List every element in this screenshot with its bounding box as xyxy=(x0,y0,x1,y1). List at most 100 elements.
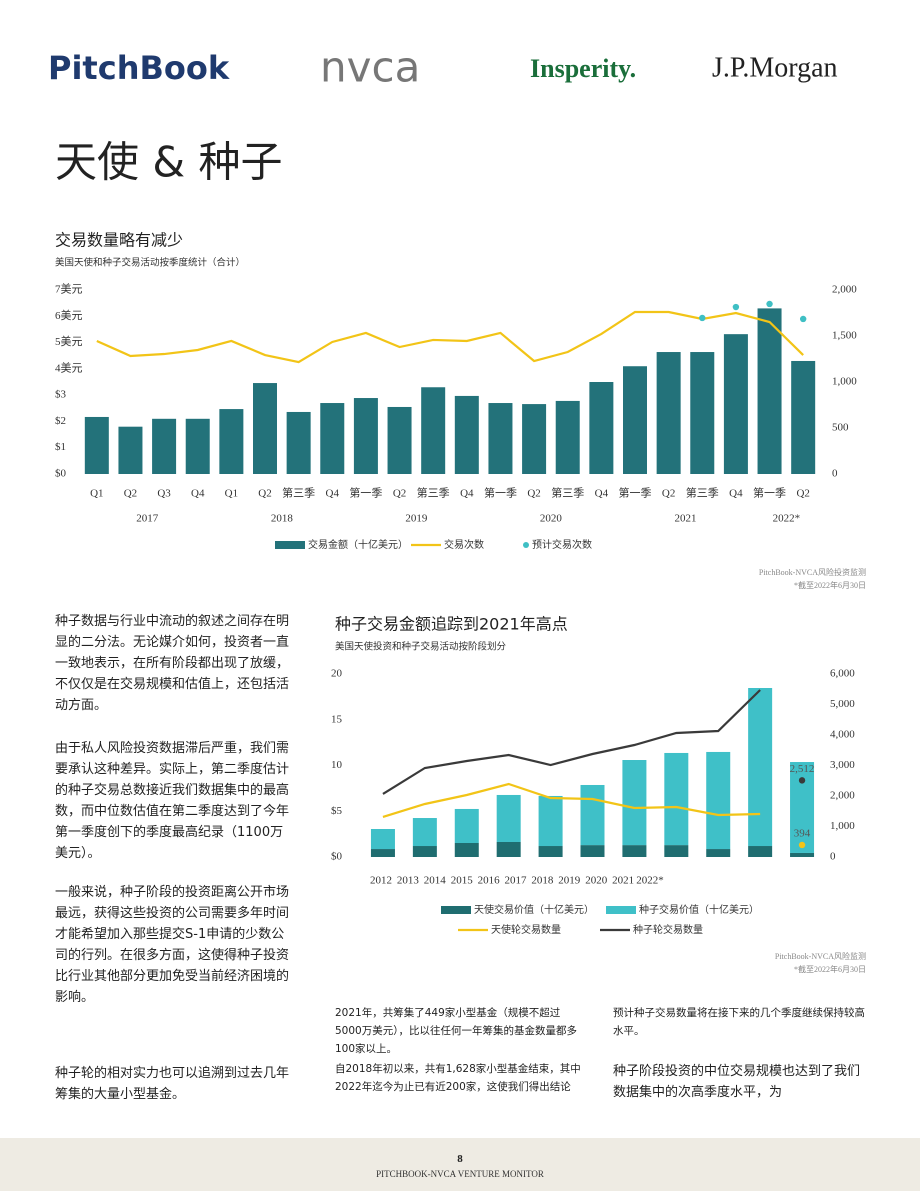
x-tick-label: Q2 xyxy=(393,488,406,500)
bar xyxy=(118,426,143,474)
bar xyxy=(412,818,437,847)
bar xyxy=(706,849,731,857)
legend-swatch xyxy=(606,906,636,914)
bar xyxy=(664,845,689,857)
x-group-label: 2017 xyxy=(136,513,159,525)
chart-subtitle: 美国天使投资和种子交易活动按阶段划分 xyxy=(335,641,507,653)
bar xyxy=(421,387,446,474)
x-tick-label: 第一季 xyxy=(619,486,652,500)
x-tick-label: 2018 xyxy=(531,875,554,887)
chart-note: *截至2022年6月30日 xyxy=(794,964,866,974)
bar xyxy=(253,383,277,474)
dot xyxy=(699,314,706,322)
paragraph: 一般来说，种子阶段的投资距离公开市场最远，获得这些投资的公司需要多年时间才能希望… xyxy=(55,885,290,1005)
chart-subtitle: 美国天使和种子交易活动按季度统计（合计） xyxy=(55,257,245,269)
x-tick-label: 2013 xyxy=(397,875,420,887)
x-tick-label: Q2 xyxy=(124,488,137,500)
x-tick-label: 2016 xyxy=(478,875,501,887)
bar xyxy=(84,416,109,474)
page-number: 8 xyxy=(457,1153,463,1165)
y2-tick-label: 0 xyxy=(832,468,838,480)
paragraph: 预计种子交易数量将在接下来的几个季度继续保持较高水平。 xyxy=(613,1007,865,1037)
footer-title: PITCHBOOK-NVCA VENTURE MONITOR xyxy=(376,1169,544,1179)
y-tick-label: 6美元 xyxy=(55,309,83,322)
x-tick-label: Q2 xyxy=(527,488,540,500)
x-tick-label: 2022* xyxy=(636,875,664,887)
bar xyxy=(723,334,748,474)
y-tick-label: 10 xyxy=(331,759,343,771)
x-tick-label: 2019 xyxy=(558,875,581,887)
x-tick-label: Q2 xyxy=(796,488,809,500)
bar xyxy=(690,352,715,474)
legend-label: 交易金额（十亿美元） xyxy=(308,538,408,551)
chart-source: PitchBook-NVCA风险投资监测 xyxy=(759,567,866,577)
logo: nvca xyxy=(320,43,420,92)
bar xyxy=(353,398,378,474)
y-tick-label: $2 xyxy=(55,415,66,427)
data-label: 2,512 xyxy=(790,763,815,775)
y2-tick-label: 2,000 xyxy=(830,790,855,802)
chart-title: 种子交易金额追踪到2021年高点 xyxy=(335,615,568,634)
legend-label: 交易次数 xyxy=(444,538,484,551)
bar xyxy=(538,846,563,857)
bar xyxy=(706,751,731,850)
dot xyxy=(732,303,740,311)
bar xyxy=(748,846,773,857)
x-tick-label: 2020 xyxy=(585,875,608,887)
data-label: 394 xyxy=(794,828,811,840)
bar xyxy=(580,784,605,846)
x-tick-label: 第三季 xyxy=(282,486,315,500)
legend-swatch xyxy=(523,542,529,548)
legend-label: 天使轮交易数量 xyxy=(491,923,561,936)
legend-label: 种子交易价值（十亿美元） xyxy=(639,903,759,916)
paragraph: 由于私人风险投资数据滞后严重，我们需要承认这种差异。实际上，第二季度估计的种子交… xyxy=(55,741,290,861)
logo: PitchBook xyxy=(48,49,230,87)
legend-label: 预计交易次数 xyxy=(532,538,592,551)
bar xyxy=(370,849,395,857)
bar xyxy=(454,843,479,857)
y2-tick-label: 3,000 xyxy=(830,759,855,771)
bar xyxy=(488,403,513,474)
bar xyxy=(790,762,815,853)
bar xyxy=(387,406,412,474)
bar xyxy=(555,400,580,474)
logo: Insperity. xyxy=(530,54,636,83)
logo: J.P.Morgan xyxy=(712,52,838,83)
legend-label: 种子轮交易数量 xyxy=(633,923,703,936)
bar xyxy=(320,403,345,474)
y2-tick-label: 1,500 xyxy=(832,330,857,342)
bar xyxy=(664,752,689,846)
bar xyxy=(622,845,647,857)
x-tick-label: 2015 xyxy=(451,875,474,887)
bar xyxy=(790,852,815,857)
bar xyxy=(454,395,479,474)
bar xyxy=(589,382,614,474)
y2-tick-label: 0 xyxy=(830,851,836,863)
y-tick-label: $0 xyxy=(55,468,67,480)
footer: 8 PITCHBOOK-NVCA VENTURE MONITOR xyxy=(0,1138,920,1191)
dot xyxy=(766,300,773,308)
x-group-label: 2019 xyxy=(405,513,428,525)
x-tick-label: Q3 xyxy=(157,488,171,500)
bar xyxy=(656,352,681,474)
bar xyxy=(496,794,521,842)
dot xyxy=(798,777,806,784)
bar xyxy=(496,841,521,857)
bar xyxy=(757,308,782,474)
line xyxy=(382,689,761,795)
chart-source: PitchBook-NVCA风险监测 xyxy=(775,951,866,961)
x-tick-label: Q2 xyxy=(258,488,271,500)
x-tick-label: 第一季 xyxy=(484,486,517,500)
y2-tick-label: 500 xyxy=(832,422,849,434)
bar xyxy=(185,418,210,474)
bar xyxy=(791,360,816,474)
x-tick-label: 第一季 xyxy=(753,486,786,500)
x-tick-label: 第三季 xyxy=(551,486,584,500)
legend-label: 天使交易价值（十亿美元） xyxy=(474,903,594,916)
y-tick-label: 5美元 xyxy=(55,335,83,348)
y2-tick-label: 4,000 xyxy=(830,729,855,741)
bar xyxy=(580,845,605,857)
bar xyxy=(219,409,244,474)
x-tick-label: 第三季 xyxy=(686,486,719,500)
